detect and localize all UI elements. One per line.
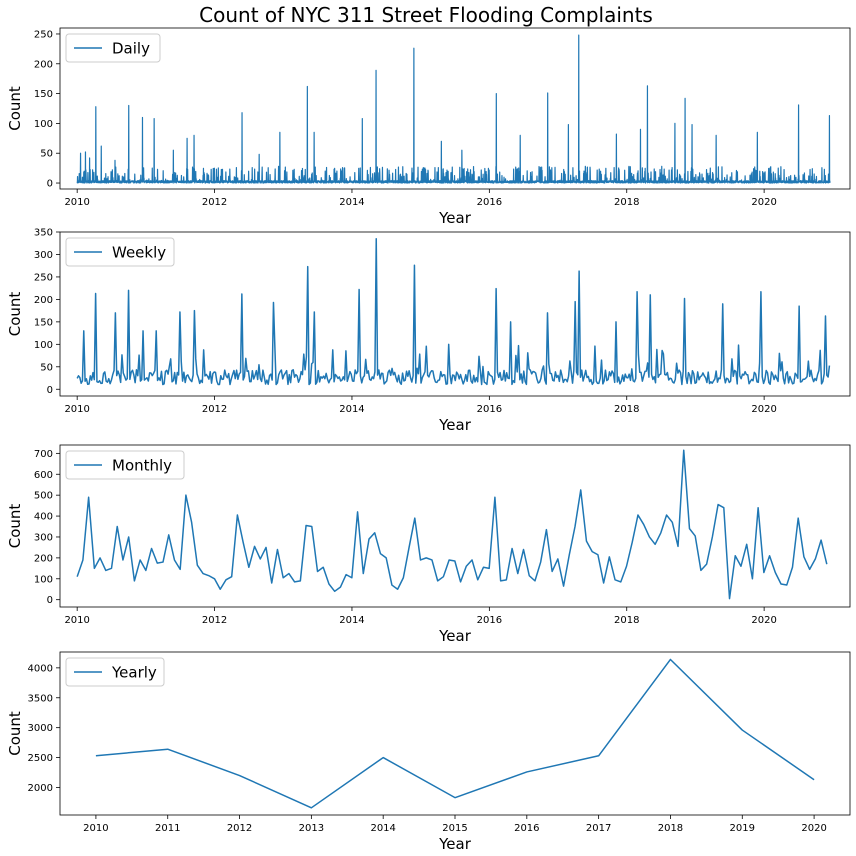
y-tick-label: 0 bbox=[47, 595, 53, 606]
y-axis-label: Count bbox=[6, 292, 24, 337]
y-tick-label: 100 bbox=[34, 574, 53, 585]
y-tick-label: 200 bbox=[34, 59, 53, 70]
legend-box bbox=[65, 33, 161, 63]
y-tick-label: 150 bbox=[34, 89, 53, 100]
y-tick-label: 0 bbox=[47, 179, 53, 190]
x-tick-label: 2016 bbox=[514, 823, 539, 834]
x-tick-label: 2018 bbox=[614, 404, 639, 415]
legend-label: Weekly bbox=[112, 244, 166, 262]
x-tick-label: 2010 bbox=[83, 823, 108, 834]
y-tick-label: 250 bbox=[34, 29, 53, 40]
y-tick-label: 400 bbox=[34, 512, 53, 523]
x-tick-label: 2020 bbox=[801, 823, 826, 834]
x-tick-label: 2012 bbox=[202, 197, 227, 208]
legend-box bbox=[65, 657, 165, 687]
series-line-monthly bbox=[76, 449, 828, 600]
y-tick-label: 2000 bbox=[28, 783, 53, 794]
legend-label: Yearly bbox=[111, 664, 157, 682]
y-tick-label: 600 bbox=[34, 470, 53, 481]
y-tick-label: 3500 bbox=[28, 693, 53, 704]
x-tick-label: 2020 bbox=[751, 404, 776, 415]
panel-daily: 0 50 100 150 200 250 2010 2012 2014 2016 2018 2020 Y… bbox=[6, 27, 851, 227]
x-tick-label: 2012 bbox=[227, 823, 252, 834]
y-tick-label: 3000 bbox=[28, 723, 53, 734]
y-tick-label: 350 bbox=[34, 228, 53, 239]
axes-frame bbox=[59, 27, 851, 190]
x-tick-label: 2015 bbox=[442, 823, 467, 834]
panel-weekly: 0 50 100 150 200 250 300 350 2010 2012 2014 2016 201… bbox=[6, 228, 851, 434]
x-tick-label: 2019 bbox=[730, 823, 755, 834]
series-line-daily bbox=[76, 34, 831, 184]
y-tick-label: 100 bbox=[34, 340, 53, 351]
axes-frame bbox=[59, 231, 851, 397]
y-tick-label: 700 bbox=[34, 449, 53, 460]
y-tick-label: 0 bbox=[47, 385, 53, 396]
y-tick-label: 4000 bbox=[28, 663, 53, 674]
x-axis-label: Year bbox=[438, 835, 472, 853]
x-tick-label: 2020 bbox=[751, 615, 776, 626]
y-tick-label: 100 bbox=[34, 119, 53, 130]
x-tick-label: 2018 bbox=[614, 615, 639, 626]
x-tick-label: 2012 bbox=[202, 615, 227, 626]
x-tick-label: 2013 bbox=[299, 823, 324, 834]
y-tick-label: 500 bbox=[34, 491, 53, 502]
y-axis-label: Count bbox=[6, 86, 24, 131]
x-tick-label: 2010 bbox=[64, 615, 89, 626]
x-tick-label: 2016 bbox=[477, 404, 502, 415]
y-tick-label: 250 bbox=[34, 272, 53, 283]
x-tick-label: 2014 bbox=[370, 823, 395, 834]
y-tick-label: 2500 bbox=[28, 753, 53, 764]
x-tick-label: 2014 bbox=[339, 197, 364, 208]
x-axis-label: Year bbox=[438, 627, 472, 645]
x-axis-label: Year bbox=[438, 209, 472, 227]
x-tick-label: 2011 bbox=[155, 823, 180, 834]
panels: 0 50 100 150 200 250 2010 2012 2014 2016 2018 2020 Y… bbox=[6, 27, 851, 853]
chart-title: Count of NYC 311 Street Flooding Complai… bbox=[199, 3, 653, 27]
x-tick-label: 2014 bbox=[339, 404, 364, 415]
y-tick-label: 200 bbox=[34, 553, 53, 564]
axes-frame bbox=[59, 444, 851, 608]
legend-box bbox=[65, 450, 185, 480]
legend-label: Daily bbox=[112, 40, 150, 58]
x-tick-label: 2014 bbox=[339, 615, 364, 626]
y-tick-label: 150 bbox=[34, 317, 53, 328]
y-tick-label: 300 bbox=[34, 532, 53, 543]
x-tick-label: 2012 bbox=[202, 404, 227, 415]
x-tick-label: 2018 bbox=[658, 823, 683, 834]
x-tick-label: 2016 bbox=[477, 615, 502, 626]
x-tick-label: 2016 bbox=[477, 197, 502, 208]
y-axis-label: Count bbox=[6, 711, 24, 756]
x-tick-label: 2020 bbox=[751, 197, 776, 208]
panel-yearly: 2000 2500 3000 3500 4000 2010 2011 2012 2013 2014… bbox=[6, 651, 851, 853]
x-tick-label: 2010 bbox=[64, 197, 89, 208]
x-tick-label: 2017 bbox=[586, 823, 611, 834]
y-tick-label: 300 bbox=[34, 250, 53, 261]
y-tick-label: 200 bbox=[34, 295, 53, 306]
x-tick-label: 2018 bbox=[614, 197, 639, 208]
x-tick-label: 2010 bbox=[64, 404, 89, 415]
legend-box bbox=[65, 237, 175, 267]
y-tick-label: 50 bbox=[40, 149, 53, 160]
y-tick-label: 50 bbox=[40, 362, 53, 373]
x-axis-label: Year bbox=[438, 416, 472, 434]
legend-label: Monthly bbox=[112, 457, 172, 475]
panel-monthly: 0 100 200 300 400 500 600 700 2010 2012 2014 2016 20… bbox=[6, 444, 851, 645]
y-axis-label: Count bbox=[6, 504, 24, 549]
series-line-weekly bbox=[76, 237, 831, 386]
series-line-yearly bbox=[95, 658, 815, 809]
